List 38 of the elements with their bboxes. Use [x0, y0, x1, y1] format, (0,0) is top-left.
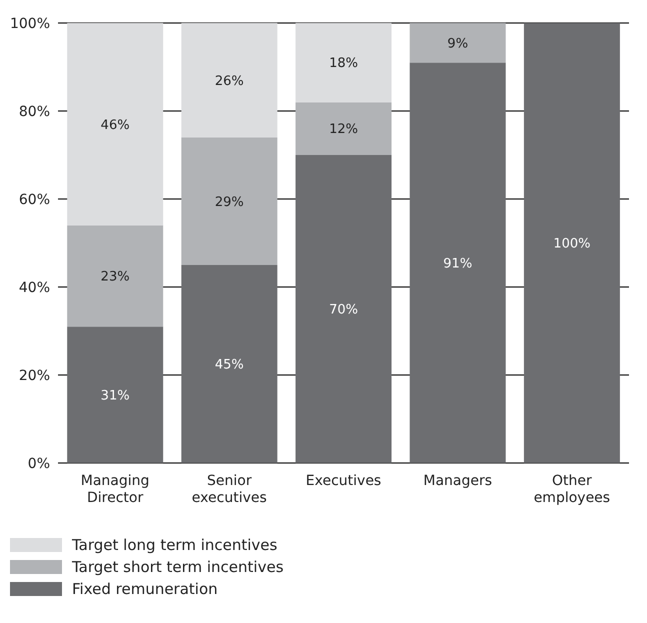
x-tick-label: Managers — [423, 473, 492, 489]
x-tick-label: Executives — [306, 473, 382, 489]
bar — [67, 326, 164, 463]
bar — [67, 23, 164, 226]
data-label: 31% — [100, 388, 130, 404]
x-tick-label: Senior executives — [192, 473, 267, 506]
bar — [181, 265, 278, 463]
y-tick-label: 20% — [18, 368, 50, 384]
bar — [181, 23, 278, 138]
y-tick-label: 60% — [18, 192, 50, 208]
bar — [296, 102, 392, 155]
data-label: 45% — [214, 358, 244, 373]
data-label: 12% — [329, 122, 358, 138]
y-tick-label: 100% — [10, 16, 50, 32]
data-label: 29% — [214, 194, 244, 210]
data-label: 9% — [447, 36, 468, 52]
legend-label: Fixed remuneration — [72, 580, 218, 598]
bar — [410, 62, 506, 463]
data-label: 70% — [329, 302, 358, 318]
bar — [296, 23, 392, 102]
legend-label: Target long term incentives — [72, 536, 278, 554]
y-tick-label: 0% — [28, 456, 50, 472]
bar — [410, 23, 506, 63]
data-label: 26% — [214, 74, 244, 89]
data-label: 18% — [329, 56, 358, 72]
data-label: 23% — [100, 270, 130, 285]
y-tick-label: 40% — [18, 280, 50, 296]
bar — [181, 137, 278, 265]
legend-label: Target short term incentives — [72, 558, 284, 576]
y-tick-label: 80% — [18, 104, 50, 120]
data-label: 100% — [553, 236, 591, 252]
data-label: 91% — [443, 256, 472, 272]
bar — [524, 23, 620, 463]
data-label: 46% — [100, 118, 130, 133]
bar — [67, 225, 164, 327]
bar — [296, 155, 392, 463]
x-tick-label: Managing Director — [80, 473, 150, 506]
x-tick-label: Other employees — [534, 473, 610, 506]
